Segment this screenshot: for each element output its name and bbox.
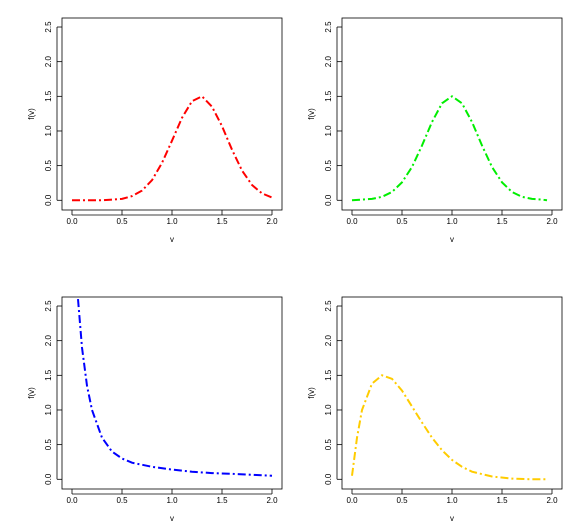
curve: [351, 374, 547, 481]
x-tick-label: 0.0: [346, 496, 358, 505]
y-axis-label: f(v): [27, 387, 36, 399]
y-tick-label: 1.0: [324, 125, 333, 137]
plot-frame: [341, 17, 563, 211]
y-tick-label: 2.5: [324, 21, 333, 33]
y-tick-label: 0.0: [44, 194, 53, 206]
y-tick-label: 1.5: [324, 90, 333, 102]
y-tick-label: 2.5: [44, 300, 53, 312]
y-axis-label: f(v): [307, 108, 316, 120]
x-tick-label: 1.0: [166, 496, 178, 505]
y-tick-label: 2.5: [324, 300, 333, 312]
x-tick-label: 1.5: [216, 496, 228, 505]
x-tick-label: 2.0: [266, 496, 278, 505]
x-tick-label: 0.5: [396, 496, 408, 505]
x-tick-label: 1.5: [216, 217, 228, 226]
y-axis-label: f(v): [27, 108, 36, 120]
curve: [72, 95, 273, 202]
x-tick-label: 0.5: [396, 217, 408, 226]
x-tick-label: 1.0: [446, 496, 458, 505]
x-tick-label: 2.0: [266, 217, 278, 226]
y-tick-label: 0.5: [44, 160, 53, 172]
x-axis-label: v: [450, 235, 454, 244]
y-tick-label: 1.0: [44, 404, 53, 416]
x-tick-label: 1.0: [166, 217, 178, 226]
y-tick-label: 0.0: [324, 473, 333, 485]
x-tick-label: 0.5: [116, 496, 128, 505]
x-tick-label: 1.5: [496, 496, 508, 505]
x-tick-label: 2.0: [546, 496, 558, 505]
y-tick-label: 0.5: [324, 160, 333, 172]
y-tick-label: 1.5: [44, 90, 53, 102]
x-axis-label: v: [450, 514, 454, 523]
x-axis-label: v: [170, 514, 174, 523]
y-tick-label: 0.0: [324, 194, 333, 206]
x-tick-label: 0.0: [66, 496, 78, 505]
y-tick-label: 2.0: [324, 56, 333, 68]
y-tick-label: 2.0: [324, 335, 333, 347]
y-tick-label: 2.0: [44, 56, 53, 68]
y-tick-label: 2.0: [44, 335, 53, 347]
y-axis-label: f(v): [307, 387, 316, 399]
x-tick-label: 1.5: [496, 217, 508, 226]
x-axis-label: v: [170, 235, 174, 244]
y-tick-label: 1.0: [324, 404, 333, 416]
y-tick-label: 1.5: [44, 369, 53, 381]
y-tick-label: 0.5: [44, 439, 53, 451]
x-tick-label: 0.0: [346, 217, 358, 226]
x-tick-label: 0.0: [66, 217, 78, 226]
plot-frame: [61, 296, 283, 490]
x-tick-label: 1.0: [446, 217, 458, 226]
x-tick-label: 2.0: [546, 217, 558, 226]
y-tick-label: 2.5: [44, 21, 53, 33]
curve: [77, 299, 273, 477]
curve: [351, 95, 548, 202]
x-tick-label: 0.5: [116, 217, 128, 226]
y-tick-label: 1.5: [324, 369, 333, 381]
y-tick-label: 1.0: [44, 125, 53, 137]
y-tick-label: 0.5: [324, 439, 333, 451]
y-tick-label: 0.0: [44, 473, 53, 485]
